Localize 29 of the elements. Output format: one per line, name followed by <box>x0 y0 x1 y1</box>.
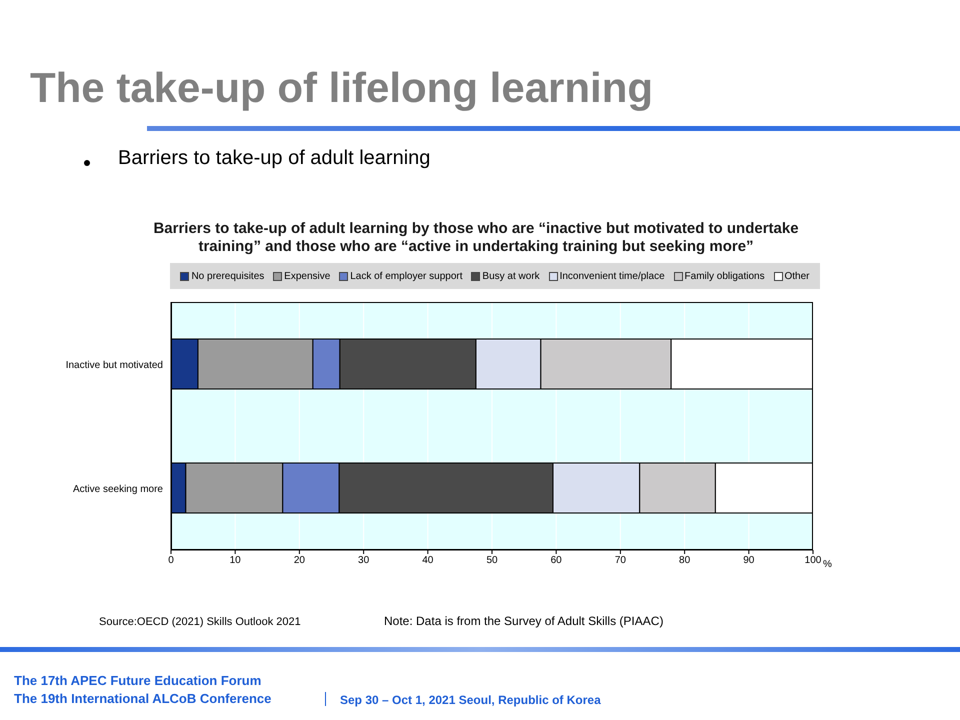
x-tick-label: 100 <box>804 555 822 566</box>
text: The 17th APEC Future Education Forum <box>14 673 262 689</box>
x-tick-label: 80 <box>679 555 691 566</box>
chart-title: The take-up of lifelong learning <box>30 64 654 112</box>
legend-label: Busy at work <box>482 270 540 282</box>
x-tick-label: 10 <box>230 555 242 566</box>
legend-label: Lack of employer support <box>350 270 462 282</box>
x-tick-label: 60 <box>550 555 562 566</box>
x-tick-label: 0 <box>168 555 174 566</box>
text: The 19th International ALCoB Conference <box>14 691 272 707</box>
text: Barriers to take-up of adult learning <box>118 147 430 169</box>
legend-label: Family obligations <box>684 270 765 282</box>
x-axis-title: % <box>823 559 832 570</box>
legend-label: No prerequisites <box>191 270 264 282</box>
legend-label: Other <box>784 270 810 282</box>
legend-label: Inconvenient time/place <box>560 270 665 282</box>
legend-label: Expensive <box>284 270 330 282</box>
chart-subtitle: Barriers to take-up of adult learning by those who are “inactive but motivated to undertake training” and those who are “active in undertaking training but seeking more” <box>152 220 800 256</box>
text: Note: Data is from the Survey of Adult Skills (PIAAC) <box>384 613 664 629</box>
source-note: Source:OECD (2021) Skills Outlook 2021 <box>99 615 301 630</box>
x-tick-label: 20 <box>294 555 306 566</box>
x-tick-label: 50 <box>486 555 498 566</box>
x-tick-label: 40 <box>422 555 434 566</box>
x-tick-label: 30 <box>358 555 370 566</box>
y-tick-label: Inactive but motivated <box>66 360 163 371</box>
y-tick-label: Active seeking more <box>72 484 164 495</box>
x-tick-label: 90 <box>743 555 755 566</box>
text: Sep 30 – Oct 1, 2021 Seoul, Republic of Korea <box>340 692 601 708</box>
x-tick-label: 70 <box>614 555 626 566</box>
